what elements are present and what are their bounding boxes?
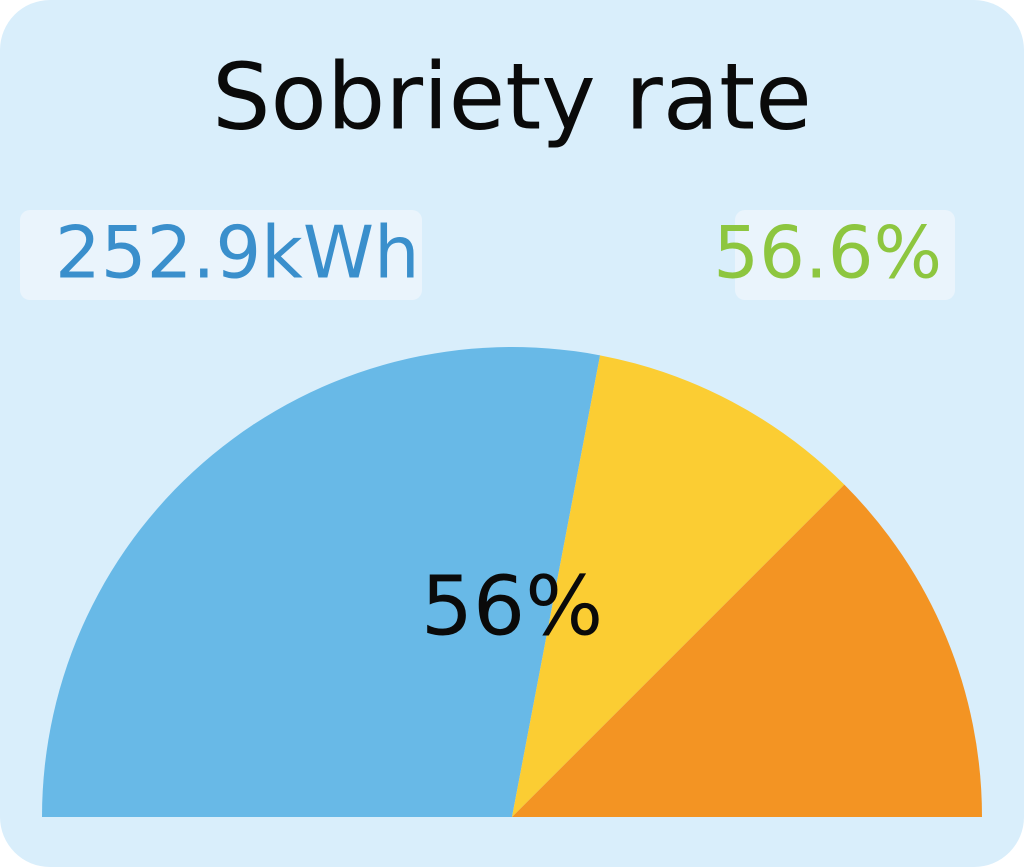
badge-box: [20, 210, 422, 300]
gauge-segment: [512, 484, 982, 817]
gauge-value-label: 56%: [421, 559, 603, 654]
gauge-segment: [42, 347, 601, 817]
badge-text: 252.9kWh: [55, 211, 420, 295]
gauge-segment: [512, 355, 845, 817]
badges: 252.9kWh 56.6%: [20, 210, 955, 300]
gauge-arcs: [42, 347, 982, 817]
badge-text: 56.6%: [713, 211, 942, 295]
widget-title: Sobriety rate: [212, 43, 812, 150]
badge-box: [735, 210, 955, 300]
